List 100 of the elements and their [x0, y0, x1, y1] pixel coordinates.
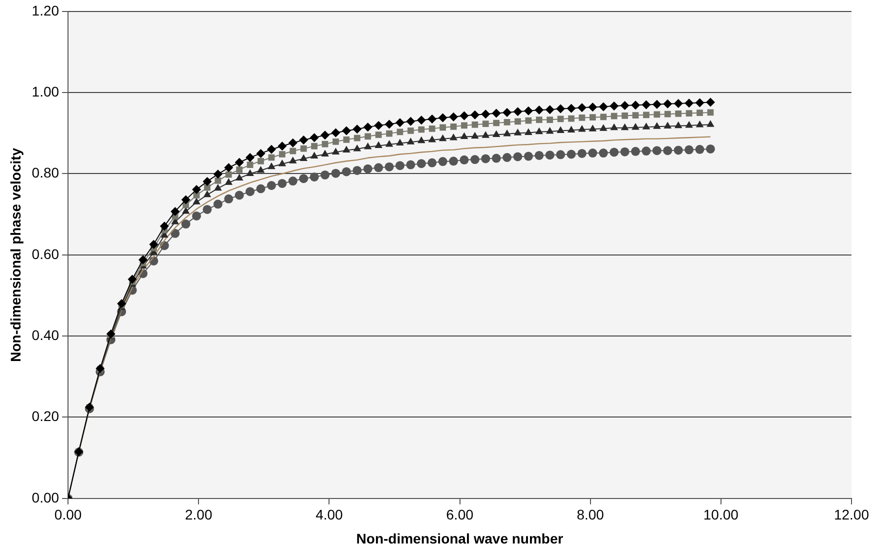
point [492, 154, 501, 163]
point [234, 190, 244, 200]
point [566, 150, 576, 159]
point [320, 170, 330, 180]
point [502, 153, 512, 162]
x-tick-label: 10.00 [703, 506, 739, 523]
point [610, 148, 619, 157]
point [620, 147, 630, 156]
y-tick-label: 1.20 [32, 2, 60, 18]
point [438, 157, 448, 166]
point [632, 122, 640, 130]
point [384, 162, 394, 172]
point [556, 150, 566, 160]
point [192, 198, 200, 204]
point [471, 132, 479, 139]
y-tick-label: 0.40 [32, 326, 60, 343]
point [203, 190, 212, 198]
point [374, 141, 382, 148]
x-tick-label: 2.00 [184, 506, 212, 523]
point [268, 162, 276, 170]
point [310, 172, 319, 182]
point [546, 127, 554, 134]
point [364, 142, 372, 150]
point [631, 146, 640, 156]
point [363, 164, 372, 174]
point [310, 152, 318, 159]
point [513, 152, 522, 162]
point [503, 129, 511, 136]
point [664, 122, 672, 128]
point [278, 178, 287, 188]
y-tick-label: 1.00 [32, 83, 60, 100]
point [556, 126, 564, 133]
point [406, 138, 415, 144]
point [674, 146, 683, 155]
point [663, 146, 672, 156]
point [642, 146, 651, 156]
point [428, 136, 436, 142]
point [256, 184, 266, 194]
point [417, 136, 426, 144]
point [600, 124, 608, 131]
point [332, 148, 340, 154]
point [352, 166, 362, 175]
x-tick-label: 6.00 [446, 506, 474, 523]
point [331, 168, 340, 178]
point [438, 134, 447, 142]
y-tick-label: 0.20 [32, 408, 60, 424]
point [706, 144, 715, 154]
y-tick-label: 0.60 [32, 246, 60, 262]
point [202, 204, 212, 214]
point [492, 130, 500, 138]
point [385, 140, 394, 147]
x-tick-label: 8.00 [576, 506, 604, 523]
point [588, 148, 598, 158]
point [450, 134, 458, 140]
point [706, 120, 714, 127]
y-axis-title: Non-dimensional phase velocity [7, 148, 24, 362]
point [213, 200, 222, 209]
point [578, 125, 586, 132]
point [652, 146, 662, 156]
point [481, 154, 490, 164]
point [395, 161, 404, 170]
point [342, 167, 351, 176]
point [535, 127, 544, 134]
point [460, 132, 468, 140]
point [567, 126, 576, 133]
point [374, 163, 384, 172]
point [416, 159, 426, 168]
y-tick-label: 0.00 [32, 489, 60, 506]
point [674, 121, 682, 128]
point [299, 174, 308, 184]
point [300, 154, 308, 161]
point [684, 145, 694, 154]
point [246, 169, 254, 176]
point [514, 128, 522, 136]
point [482, 131, 490, 138]
x-tick-label: 12.00 [834, 506, 870, 523]
point [428, 158, 437, 168]
point [321, 150, 329, 157]
point [396, 138, 404, 146]
point [214, 184, 222, 191]
point [653, 122, 661, 129]
point [224, 194, 234, 204]
point [642, 122, 650, 130]
point [577, 148, 586, 158]
point [524, 152, 533, 161]
point [256, 166, 265, 173]
point [181, 220, 190, 229]
x-axis-title: Non-dimensional wave number [356, 530, 564, 546]
point [685, 120, 693, 128]
point [610, 123, 618, 130]
point [235, 174, 244, 180]
point [598, 148, 608, 158]
x-tick-label: 0.00 [54, 506, 82, 523]
point [460, 155, 469, 164]
point [224, 178, 233, 185]
point [170, 228, 180, 238]
point [288, 176, 298, 186]
point [696, 120, 704, 128]
point [449, 156, 458, 166]
point [545, 150, 554, 160]
